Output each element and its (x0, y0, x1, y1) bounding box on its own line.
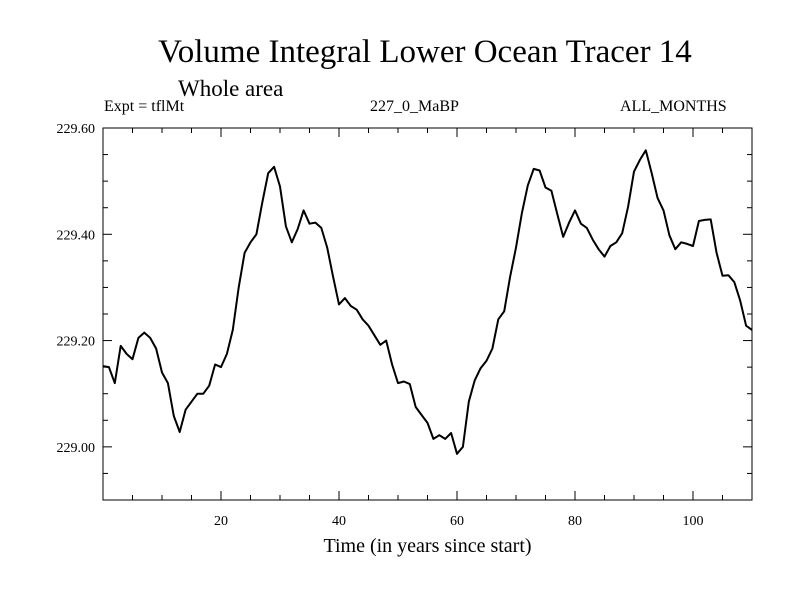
plot-frame (102, 127, 753, 501)
chart-subtitle: Whole area (178, 76, 284, 101)
series-line (102, 149, 753, 455)
y-tick-label: 229.60 (57, 122, 96, 137)
experiment-label: Expt = tflMt (104, 98, 185, 115)
x-tick-label: 40 (332, 514, 346, 529)
x-tick-label: 80 (568, 514, 582, 529)
y-tick-label: 229.40 (57, 228, 96, 243)
x-axis-label: Time (in years since start) (323, 535, 532, 557)
axis-tick-labels: 20 40 60 80 100 229.00 229.20 229.40 229.60 (57, 122, 704, 529)
y-tick-label: 229.00 (57, 441, 96, 456)
chart-title: Volume Integral Lower Ocean Tracer 14 (158, 34, 692, 70)
x-tick-label: 60 (450, 514, 464, 529)
y-tick-label: 229.20 (57, 335, 96, 350)
axis-ticks (103, 128, 752, 500)
period-label: 227_0_MaBP (370, 98, 459, 115)
x-tick-label: 100 (683, 514, 704, 529)
months-label: ALL_MONTHS (620, 98, 727, 115)
x-tick-label: 20 (214, 514, 228, 529)
